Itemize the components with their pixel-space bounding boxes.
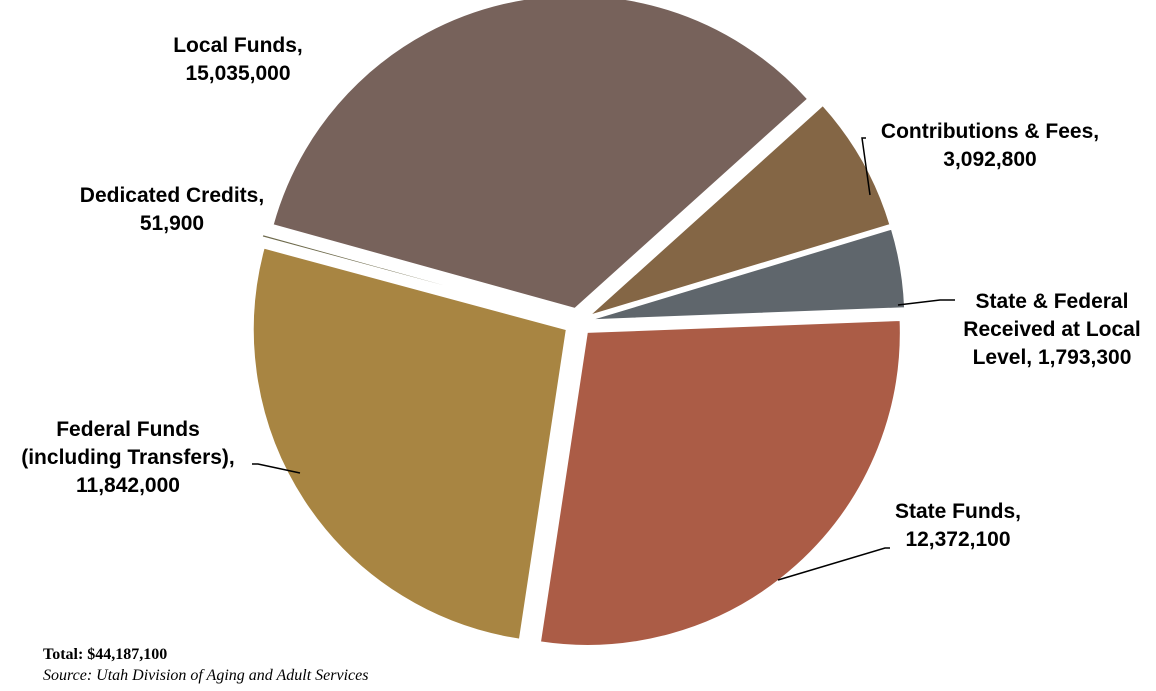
leader-line-federal-funds — [252, 463, 301, 474]
slice-label-state-federal: State & Federal Received at Local Level, 1… — [963, 290, 1140, 369]
leader-line-state-federal — [897, 299, 955, 306]
pie-slice-federal-funds — [252, 247, 567, 640]
slice-label-line: Level, 1,793,300 — [973, 346, 1132, 369]
slice-label-line: (including Transfers), — [21, 446, 235, 469]
leader-line-contributions-fees — [861, 137, 871, 196]
slice-label-line: Dedicated Credits, — [80, 184, 264, 207]
slice-label-line: State Funds, — [895, 500, 1021, 523]
pie-slice-state-federal — [591, 228, 906, 321]
slice-label-local-funds: Local Funds, 15,035,000 — [173, 34, 303, 85]
slice-label-line: Local Funds, — [173, 34, 303, 57]
slice-label-line: Federal Funds — [56, 418, 200, 441]
slice-label-line: State & Federal — [976, 290, 1129, 313]
slice-label-line: 15,035,000 — [185, 62, 290, 85]
slice-label-dedicated-credits: Dedicated Credits, 51,900 — [80, 184, 264, 235]
leader-line-state-funds — [777, 547, 890, 581]
slice-label-line: Contributions & Fees, — [881, 120, 1099, 143]
slice-label-line: 11,842,000 — [76, 474, 180, 497]
slice-label-line: 3,092,800 — [943, 148, 1036, 171]
pie-slice-local-funds — [272, 0, 809, 309]
pie-slice-dedicated-credits — [261, 234, 565, 319]
source-text: Source: Utah Division of Aging and Adult… — [43, 667, 369, 684]
slice-label-line: 12,372,100 — [905, 528, 1010, 551]
slice-label-state-funds: State Funds, 12,372,100 — [895, 500, 1021, 551]
slice-label-line: 51,900 — [140, 212, 204, 235]
pie-slice-contributions-fees — [589, 104, 891, 316]
slice-label-federal-funds: Federal Funds (including Transfers), 11,84… — [21, 418, 235, 497]
slice-label-line: Received at Local — [963, 318, 1140, 341]
total-text: Total: $44,187,100 — [43, 646, 168, 663]
pie-slice-state-funds — [539, 319, 901, 646]
slice-label-contributions-fees: Contributions & Fees, 3,092,800 — [881, 120, 1099, 171]
